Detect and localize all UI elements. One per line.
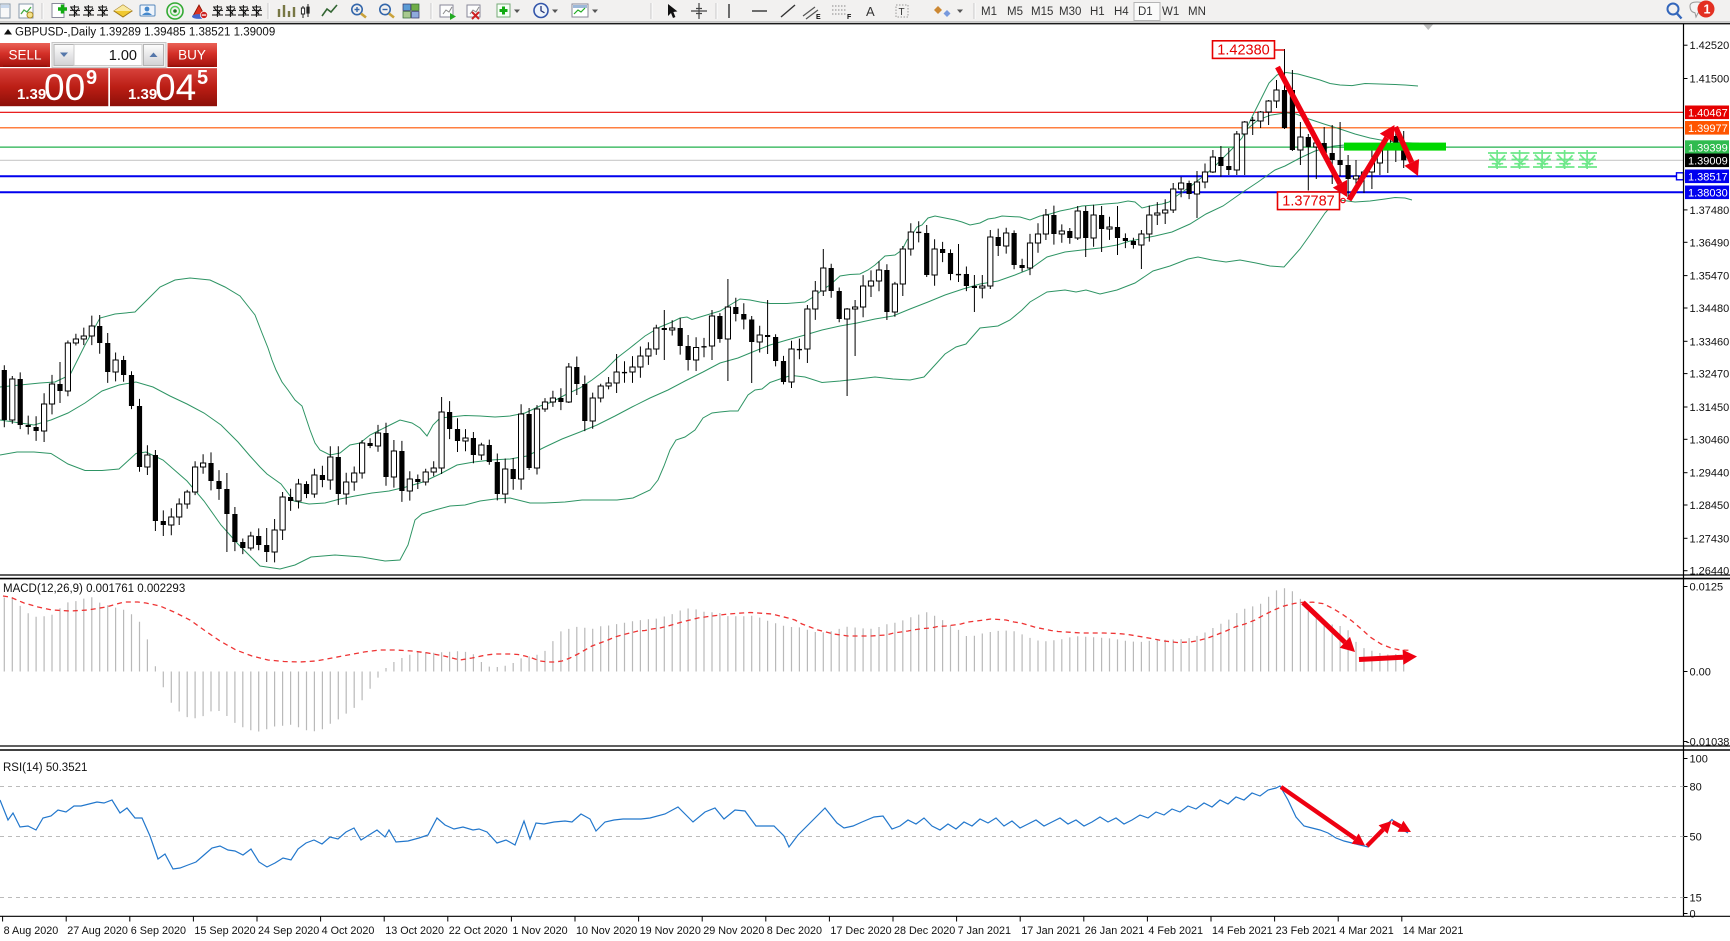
svg-text:-0.01038: -0.01038 [1686,737,1729,749]
svg-text:14 Mar 2021: 14 Mar 2021 [1403,925,1464,937]
svg-text:15: 15 [1690,893,1702,905]
svg-text:9: 9 [86,67,97,89]
svg-text:1.29440: 1.29440 [1690,468,1730,480]
svg-text:W1: W1 [1162,6,1179,18]
svg-text:28 Dec 2020: 28 Dec 2020 [894,925,955,937]
svg-text:8 Aug 2020: 8 Aug 2020 [4,925,59,937]
svg-text:1.32470: 1.32470 [1690,369,1730,381]
svg-text:1.40467: 1.40467 [1688,108,1728,120]
svg-text:04: 04 [155,67,196,108]
svg-text:GBPUSD-,Daily 1.39289 1.39485: GBPUSD-,Daily 1.39289 1.39485 1.38521 1.… [15,27,275,39]
svg-text:1.42380: 1.42380 [1217,43,1269,59]
svg-text:1.37480: 1.37480 [1690,205,1730,217]
svg-text:1.27430: 1.27430 [1690,533,1730,545]
svg-text:H1: H1 [1090,6,1105,18]
svg-text:1.28450: 1.28450 [1690,500,1730,512]
svg-text:BUY: BUY [178,48,206,63]
svg-text:4 Oct 2020: 4 Oct 2020 [322,925,375,937]
svg-text:1.33460: 1.33460 [1690,336,1730,348]
svg-text:1.38517: 1.38517 [1688,172,1728,184]
svg-text:1.26440: 1.26440 [1690,566,1730,578]
svg-text:50: 50 [1690,832,1702,844]
svg-text:00: 00 [44,67,85,108]
svg-text:7 Jan 2021: 7 Jan 2021 [958,925,1011,937]
svg-text:6 Sep 2020: 6 Sep 2020 [131,925,186,937]
svg-text:D1: D1 [1138,6,1153,18]
svg-text:23 Feb 2021: 23 Feb 2021 [1276,925,1337,937]
svg-text:1.38030: 1.38030 [1688,188,1728,200]
svg-text:17 Jan 2021: 17 Jan 2021 [1021,925,1080,937]
svg-text:MACD(12,26,9) 0.001761 0.00229: MACD(12,26,9) 0.001761 0.002293 [3,583,185,595]
svg-text:13 Oct 2020: 13 Oct 2020 [385,925,444,937]
svg-text:0.00: 0.00 [1690,667,1711,679]
svg-text:H4: H4 [1114,6,1129,18]
svg-text:26 Jan 2021: 26 Jan 2021 [1085,925,1144,937]
svg-text:15 Sep 2020: 15 Sep 2020 [194,925,255,937]
svg-text:1.31450: 1.31450 [1690,402,1730,414]
svg-text:A: A [866,4,875,19]
svg-text:14 Feb 2021: 14 Feb 2021 [1212,925,1273,937]
svg-text:4 Mar 2021: 4 Mar 2021 [1339,925,1394,937]
svg-text:4 Feb 2021: 4 Feb 2021 [1148,925,1203,937]
svg-text:M1: M1 [981,6,997,18]
svg-text:1.36490: 1.36490 [1690,237,1730,249]
svg-text:MN: MN [1188,6,1206,18]
svg-text:1.34480: 1.34480 [1690,303,1730,315]
svg-text:SELL: SELL [8,48,42,63]
svg-text:100: 100 [1690,754,1708,766]
svg-text:80: 80 [1690,782,1702,794]
svg-text:8 Dec 2020: 8 Dec 2020 [767,925,822,937]
svg-text:1.35470: 1.35470 [1690,271,1730,283]
svg-text:22 Oct 2020: 22 Oct 2020 [449,925,508,937]
svg-text:19 Nov 2020: 19 Nov 2020 [640,925,701,937]
svg-text:M5: M5 [1007,6,1023,18]
svg-text:1.42520: 1.42520 [1690,40,1730,52]
svg-text:1.00: 1.00 [109,48,137,64]
svg-text:M30: M30 [1059,6,1081,18]
svg-text:10 Nov 2020: 10 Nov 2020 [576,925,637,937]
svg-text:0: 0 [1690,909,1696,921]
svg-text:1.30460: 1.30460 [1690,434,1730,446]
svg-text:1.39399: 1.39399 [1688,142,1728,154]
svg-text:1.39977: 1.39977 [1688,123,1728,135]
svg-text:T: T [899,7,905,18]
svg-text:1: 1 [1704,3,1711,17]
svg-text:1 Nov 2020: 1 Nov 2020 [512,925,567,937]
svg-text:1.41500: 1.41500 [1690,74,1730,86]
svg-text:0.0125: 0.0125 [1690,582,1724,594]
svg-text:1.39: 1.39 [128,86,157,103]
svg-text:1.39: 1.39 [17,86,46,103]
svg-text:F: F [847,14,852,21]
svg-text:29 Nov 2020: 29 Nov 2020 [703,925,764,937]
svg-text:5: 5 [197,67,208,89]
svg-text:E: E [816,14,821,21]
svg-text:27 Aug 2020: 27 Aug 2020 [67,925,128,937]
svg-text:1.37787: 1.37787 [1282,194,1334,210]
svg-text:24 Sep 2020: 24 Sep 2020 [258,925,319,937]
svg-text:1.39009: 1.39009 [1688,156,1728,168]
svg-text:17 Dec 2020: 17 Dec 2020 [830,925,891,937]
svg-text:M15: M15 [1031,6,1053,18]
svg-text:RSI(14) 50.3521: RSI(14) 50.3521 [3,762,87,774]
